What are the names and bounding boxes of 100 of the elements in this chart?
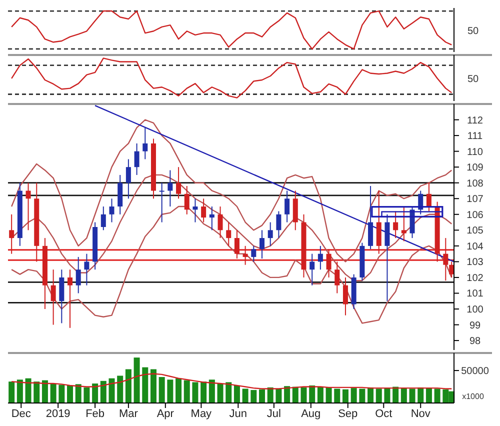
- candlestick: [251, 245, 256, 262]
- candlestick: [376, 190, 382, 254]
- text: 50: [467, 26, 479, 37]
- bar: [67, 385, 74, 403]
- bar: [384, 388, 390, 403]
- candlestick: [234, 230, 240, 260]
- bar: [125, 369, 132, 403]
- bar: [176, 378, 182, 403]
- candlestick: [318, 245, 323, 270]
- candlestick: [276, 210, 282, 239]
- x-tick-label: Feb: [86, 408, 105, 420]
- candlestick: [393, 210, 398, 239]
- bar: [259, 389, 266, 403]
- candlestick: [109, 198, 114, 223]
- candlestick: [84, 253, 90, 286]
- candlestick: [401, 206, 406, 242]
- y-tick-label: 101: [466, 288, 484, 300]
- bar: [426, 388, 432, 403]
- bar: [167, 380, 174, 403]
- x-tick-label: Sep: [338, 408, 358, 420]
- bar: [409, 388, 416, 403]
- candlestick: [368, 186, 374, 250]
- y-tick-label: 111: [467, 131, 484, 142]
- bar: [376, 388, 382, 403]
- candlestick: [334, 261, 340, 294]
- bar: [142, 367, 148, 403]
- y-tick-label: 112: [467, 115, 484, 126]
- text: 50: [467, 74, 479, 85]
- y-tick-label: 99: [469, 320, 481, 332]
- bar: [242, 388, 248, 403]
- candlestick: [118, 174, 123, 215]
- candlestick: [168, 170, 173, 207]
- y-tick-label: 107: [466, 194, 484, 206]
- candlestick: [342, 276, 348, 316]
- candlestick: [68, 269, 73, 328]
- y-tick-label: 103: [466, 257, 484, 268]
- candlestick: [443, 238, 448, 282]
- candlestick: [326, 248, 332, 278]
- x-tick-label: Apr: [156, 408, 174, 420]
- candlestick: [176, 166, 182, 200]
- bar: [58, 384, 65, 403]
- text: x1000: [462, 392, 484, 401]
- bar: [359, 388, 366, 403]
- bar: [208, 380, 215, 403]
- bar: [192, 382, 198, 403]
- candlestick: [134, 142, 140, 176]
- y-tick-label: 105: [466, 226, 484, 237]
- candlestick: [284, 190, 290, 223]
- bar: [284, 386, 290, 403]
- bar: [200, 382, 207, 403]
- bar: [418, 387, 424, 403]
- x-tick-label: 2019: [46, 408, 70, 420]
- candlestick: [184, 186, 190, 215]
- candlestick: [384, 214, 390, 302]
- candlestick: [268, 222, 273, 246]
- bar: [150, 369, 156, 403]
- x-tick-label: May: [190, 408, 212, 420]
- bar: [16, 380, 23, 403]
- x-tick-label: Mar: [118, 408, 138, 420]
- candlestick: [76, 256, 81, 294]
- bar: [84, 387, 90, 403]
- bar: [342, 389, 348, 403]
- bar: [368, 387, 374, 403]
- candlestick: [192, 198, 198, 223]
- line-series: [10, 119, 452, 262]
- bar: [158, 377, 165, 403]
- y-tick-label: 109: [466, 162, 484, 174]
- bar: [217, 384, 224, 403]
- candlestick: [126, 158, 131, 200]
- y-tick-label: 104: [466, 241, 484, 252]
- candlestick: [449, 261, 454, 278]
- bar: [108, 378, 115, 403]
- bar: [117, 376, 124, 403]
- bar: [42, 380, 48, 403]
- bar: [300, 387, 307, 403]
- candlestick: [226, 222, 232, 246]
- y-tick-label: 110: [467, 146, 484, 158]
- candlestick: [26, 182, 31, 231]
- candlestick: [100, 206, 106, 231]
- x-tick-label: Aug: [301, 408, 321, 420]
- y-tick-label: 106: [466, 210, 484, 221]
- x-tick-label: Jun: [229, 408, 248, 420]
- bar: [234, 385, 240, 403]
- bar: [25, 378, 32, 403]
- y-tick-label: 108: [466, 178, 484, 190]
- bar: [75, 384, 82, 403]
- bar: [50, 384, 56, 403]
- bar: [184, 380, 190, 403]
- x-tick-label: Nov: [410, 408, 431, 420]
- y-tick-label: 102: [466, 272, 484, 284]
- candlestick: [159, 182, 164, 223]
- candlestick: [9, 214, 14, 254]
- bar: [334, 388, 340, 403]
- bar: [8, 382, 15, 403]
- candlestick: [201, 198, 206, 223]
- candlestick: [50, 269, 56, 326]
- bar: [34, 382, 40, 403]
- bar: [250, 390, 257, 403]
- candlestick: [242, 245, 248, 266]
- bar: [317, 386, 324, 403]
